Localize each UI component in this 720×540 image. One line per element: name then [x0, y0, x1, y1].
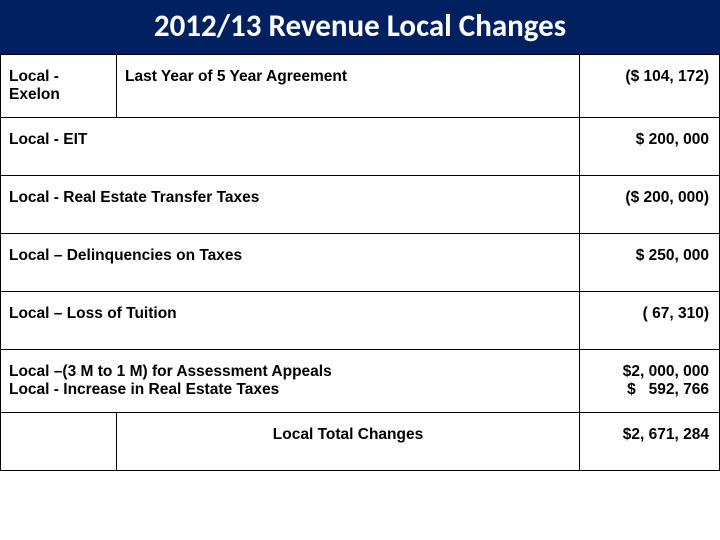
cell-value: ( 67, 310) [580, 292, 720, 350]
cell-total-label: Local Total Changes [117, 413, 580, 471]
cell-label: Local –(3 M to 1 M) for Assessment Appea… [1, 350, 580, 413]
cell-empty [1, 413, 117, 471]
cell-label: Local – Delinquencies on Taxes [1, 234, 580, 292]
cell-label: Local - Real Estate Transfer Taxes [1, 176, 580, 234]
table-row: Local - Exelon Last Year of 5 Year Agree… [1, 55, 720, 118]
cell-value: ($ 200, 000) [580, 176, 720, 234]
table-row: Local - EIT $ 200, 000 [1, 118, 720, 176]
cell-label: Local - Exelon [1, 55, 117, 118]
cell-value: $ 200, 000 [580, 118, 720, 176]
table-row: Local –(3 M to 1 M) for Assessment Appea… [1, 350, 720, 413]
table-row: Local – Delinquencies on Taxes $ 250, 00… [1, 234, 720, 292]
cell-label: Local - EIT [1, 118, 580, 176]
cell-label: Local – Loss of Tuition [1, 292, 580, 350]
cell-value: ($ 104, 172) [580, 55, 720, 118]
cell-total-value: $2, 671, 284 [580, 413, 720, 471]
table-row-total: Local Total Changes $2, 671, 284 [1, 413, 720, 471]
cell-desc: Last Year of 5 Year Agreement [117, 55, 580, 118]
table-row: Local - Real Estate Transfer Taxes ($ 20… [1, 176, 720, 234]
cell-value: $2, 000, 000 $ 592, 766 [580, 350, 720, 413]
revenue-table: Local - Exelon Last Year of 5 Year Agree… [0, 54, 720, 471]
cell-value: $ 250, 000 [580, 234, 720, 292]
table-row: Local – Loss of Tuition ( 67, 310) [1, 292, 720, 350]
page-title: 2012/13 Revenue Local Changes [0, 0, 720, 54]
